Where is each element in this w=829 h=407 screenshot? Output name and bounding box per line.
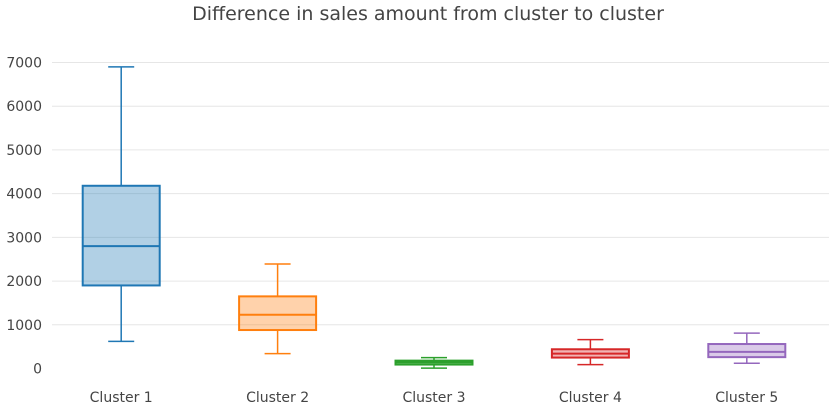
y-tick-label: 0 <box>33 362 42 378</box>
box-5 <box>707 332 787 365</box>
x-tick-label: Cluster 4 <box>559 390 622 403</box>
box-2 <box>238 263 318 355</box>
grid-lines <box>52 62 829 326</box>
box-4 <box>550 338 630 366</box>
x-tick-label: Cluster 2 <box>246 390 309 403</box>
y-tick-label: 2000 <box>6 274 42 290</box>
iqr-box <box>238 295 318 332</box>
box-3 <box>394 356 474 369</box>
boxes <box>81 66 787 369</box>
x-tick-label: Cluster 5 <box>715 390 778 403</box>
iqr-box <box>81 184 161 287</box>
x-axis-ticks: Cluster 1 Cluster 2 Cluster 3 Cluster 4 Clus… <box>90 390 779 406</box>
y-tick-label: 4000 <box>6 187 42 203</box>
chart-title: Difference in sales amount from cluster … <box>192 3 664 25</box>
y-tick-label: 5000 <box>6 143 42 159</box>
y-tick-label: 6000 <box>6 99 42 115</box>
x-tick-label: Cluster 1 <box>90 390 153 403</box>
y-tick-label: 3000 <box>6 230 42 246</box>
y-tick-label: 1000 <box>6 318 42 334</box>
box-1 <box>81 66 161 343</box>
iqr-box <box>707 343 787 359</box>
x-tick-label: Cluster 3 <box>402 390 465 403</box>
y-tick-label: 7000 <box>6 56 42 72</box>
y-axis-ticks: 0 1000 2000 3000 4000 5000 6000 7000 <box>6 56 42 378</box>
